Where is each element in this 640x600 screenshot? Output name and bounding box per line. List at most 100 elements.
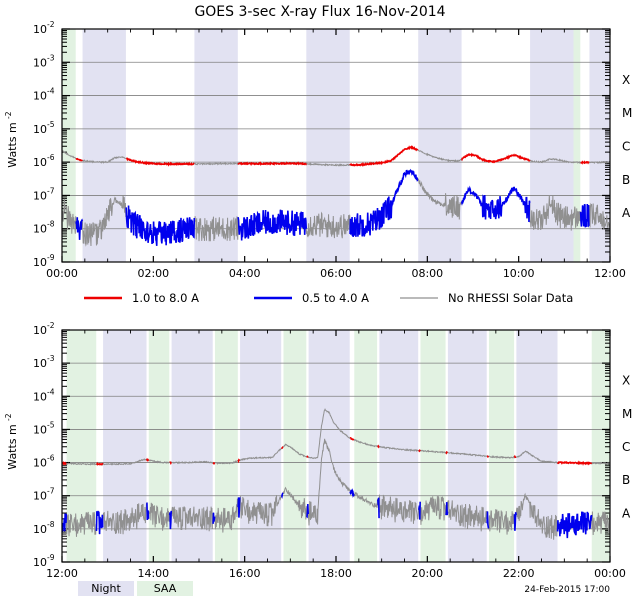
axis-ticks <box>61 329 611 563</box>
short-channel-trace <box>349 488 355 498</box>
saa-band <box>62 29 76 262</box>
y-tick-labels: 10-210-310-410-510-610-710-810-9 <box>33 321 55 569</box>
y-tick-exponent: -7 <box>47 487 55 496</box>
shaded-bands <box>66 330 610 562</box>
x-tick-label: 10:00 <box>503 267 535 280</box>
y-tick-label: 10 <box>33 357 47 370</box>
x-tick-label: 08:00 <box>411 267 443 280</box>
flare-class-B: B <box>622 173 630 187</box>
y-tick-label: 10 <box>33 324 47 337</box>
legend: 1.0 to 8.0 A 0.5 to 4.0 A No RHESSI Solar … <box>84 291 573 305</box>
x-tick-label: 12:00 <box>46 567 78 580</box>
night-band <box>379 330 419 562</box>
y-tick-label: 10 <box>33 189 47 202</box>
y-tick-exponent: -4 <box>47 387 55 396</box>
y-axis-label-exponent: -2 <box>4 111 13 119</box>
long-channel-trace <box>349 145 419 167</box>
short-channel-trace <box>95 510 104 535</box>
y-tick-exponent: -8 <box>47 220 55 229</box>
long-channel-trace <box>280 446 284 450</box>
y-tick-exponent: -6 <box>47 153 55 162</box>
x-tick-label: 06:00 <box>320 267 352 280</box>
band-swatch-saa <box>137 581 193 596</box>
long-channel-trace <box>486 455 490 458</box>
short-channel-trace <box>579 203 590 228</box>
y-tick-label: 10 <box>33 457 47 470</box>
x-tick-label: 14:00 <box>137 567 169 580</box>
long-channel-trace <box>62 461 67 466</box>
legend-label-short-channel: 0.5 to 4.0 A <box>302 291 369 305</box>
saa-band <box>283 330 307 562</box>
y-tick-labels: 10-210-310-410-510-610-710-810-9 <box>33 20 55 269</box>
long-channel-trace <box>126 157 195 167</box>
y-tick-exponent: -2 <box>47 20 55 29</box>
long-channel-trace <box>169 461 172 465</box>
saa-band <box>214 330 238 562</box>
y-axis-label-text: Watts m <box>6 122 19 167</box>
y-tick-exponent: -8 <box>47 520 55 529</box>
flare-class-M: M <box>622 407 632 421</box>
short-channel-trace <box>445 502 449 516</box>
long-channel-trace <box>445 450 448 455</box>
footer-timestamp: 24-Feb-2015 17:00 <box>524 585 610 595</box>
short-channel-trace <box>212 512 216 524</box>
y-axis-label-bottom-exponent: -2 <box>4 413 13 421</box>
x-tick-label: 16:00 <box>229 567 261 580</box>
long-channel-trace <box>75 157 83 162</box>
y-tick-exponent: -3 <box>47 53 55 62</box>
short-channel-trace <box>125 205 196 246</box>
saa-band <box>591 330 610 562</box>
long-channel-trace <box>377 444 380 449</box>
x-tick-label: 20:00 <box>411 567 443 580</box>
shaded-bands <box>62 29 610 262</box>
band-label-saa: SAA <box>154 582 177 595</box>
band-swatch-night <box>78 581 134 596</box>
y-tick-label: 10 <box>33 423 47 436</box>
legend-label-no-rhessi-data: No RHESSI Solar Data <box>448 291 573 305</box>
night-band <box>240 330 282 562</box>
y-tick-exponent: -9 <box>47 253 55 262</box>
y-tick-label: 10 <box>33 56 47 69</box>
y-tick-exponent: -9 <box>47 553 55 562</box>
plot-frame <box>61 28 611 263</box>
flare-class-A: A <box>622 506 631 520</box>
y-tick-label: 10 <box>33 23 47 36</box>
short-channel-trace <box>306 504 310 519</box>
y-tick-label: 10 <box>33 556 47 569</box>
short-channel-trace <box>556 511 593 539</box>
short-channel-trace <box>62 513 68 533</box>
short-channel-trace <box>75 217 84 240</box>
long-channel-trace <box>513 454 517 459</box>
long-channel-trace <box>237 161 307 167</box>
y-tick-label: 10 <box>33 156 47 169</box>
y-tick-exponent: -7 <box>47 186 55 195</box>
long-channel-trace <box>418 448 421 453</box>
long-channel-trace <box>306 455 309 458</box>
long-channel-trace <box>557 460 593 466</box>
night-band <box>418 29 462 262</box>
flare-class-labels: X M C B A <box>622 374 632 521</box>
flare-class-X: X <box>622 73 630 87</box>
saa-band <box>148 330 170 562</box>
flare-class-C: C <box>622 140 630 154</box>
x-tick-label: 00:00 <box>594 567 626 580</box>
band-legend: Night SAA <box>78 581 193 596</box>
short-channel-trace <box>460 185 531 223</box>
saa-band <box>354 330 378 562</box>
x-tick-label: 02:00 <box>137 267 169 280</box>
short-channel-trace <box>513 512 517 531</box>
plot-frame <box>61 329 611 563</box>
band-label-night: Night <box>91 582 121 595</box>
y-axis-label: Watts m -2 <box>4 111 19 167</box>
long-channel-trace <box>237 458 241 464</box>
long-channel-trace <box>580 160 590 165</box>
no-rhessi-data-trace <box>62 408 610 466</box>
y-tick-label: 10 <box>33 490 47 503</box>
long-channel-trace <box>460 152 531 164</box>
y-tick-label: 10 <box>33 90 47 103</box>
y-tick-exponent: -4 <box>47 87 55 96</box>
short-channel-trace <box>146 502 150 521</box>
chart-title: GOES 3-sec X-ray Flux 16-Nov-2014 <box>194 4 445 20</box>
